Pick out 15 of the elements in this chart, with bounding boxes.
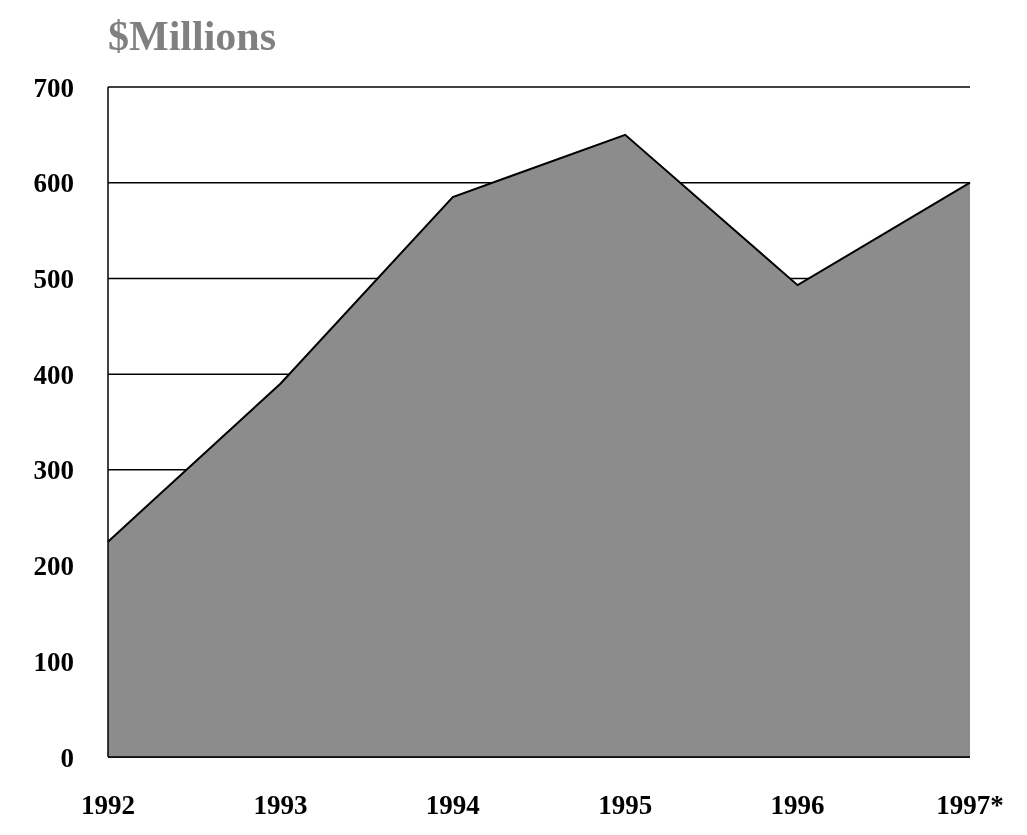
y-tick-label: 700: [33, 72, 74, 103]
x-tick-label: 1997*: [936, 790, 1004, 821]
y-tick-label: 0: [60, 742, 74, 773]
x-tick-label: 1994: [425, 790, 480, 821]
chart-title: $Millions: [108, 12, 277, 60]
x-tick-label: 1992: [81, 790, 135, 821]
y-tick-label: 200: [33, 551, 74, 582]
y-tick-label: 600: [33, 168, 74, 199]
x-tick-label: 1995: [598, 790, 653, 821]
x-tick-label: 1993: [253, 790, 308, 821]
y-tick-label: 100: [33, 646, 74, 677]
y-tick-label: 300: [33, 455, 74, 486]
x-tick-label: 1996: [770, 790, 825, 821]
y-tick-label: 400: [33, 359, 74, 390]
y-tick-label: 500: [33, 264, 74, 295]
